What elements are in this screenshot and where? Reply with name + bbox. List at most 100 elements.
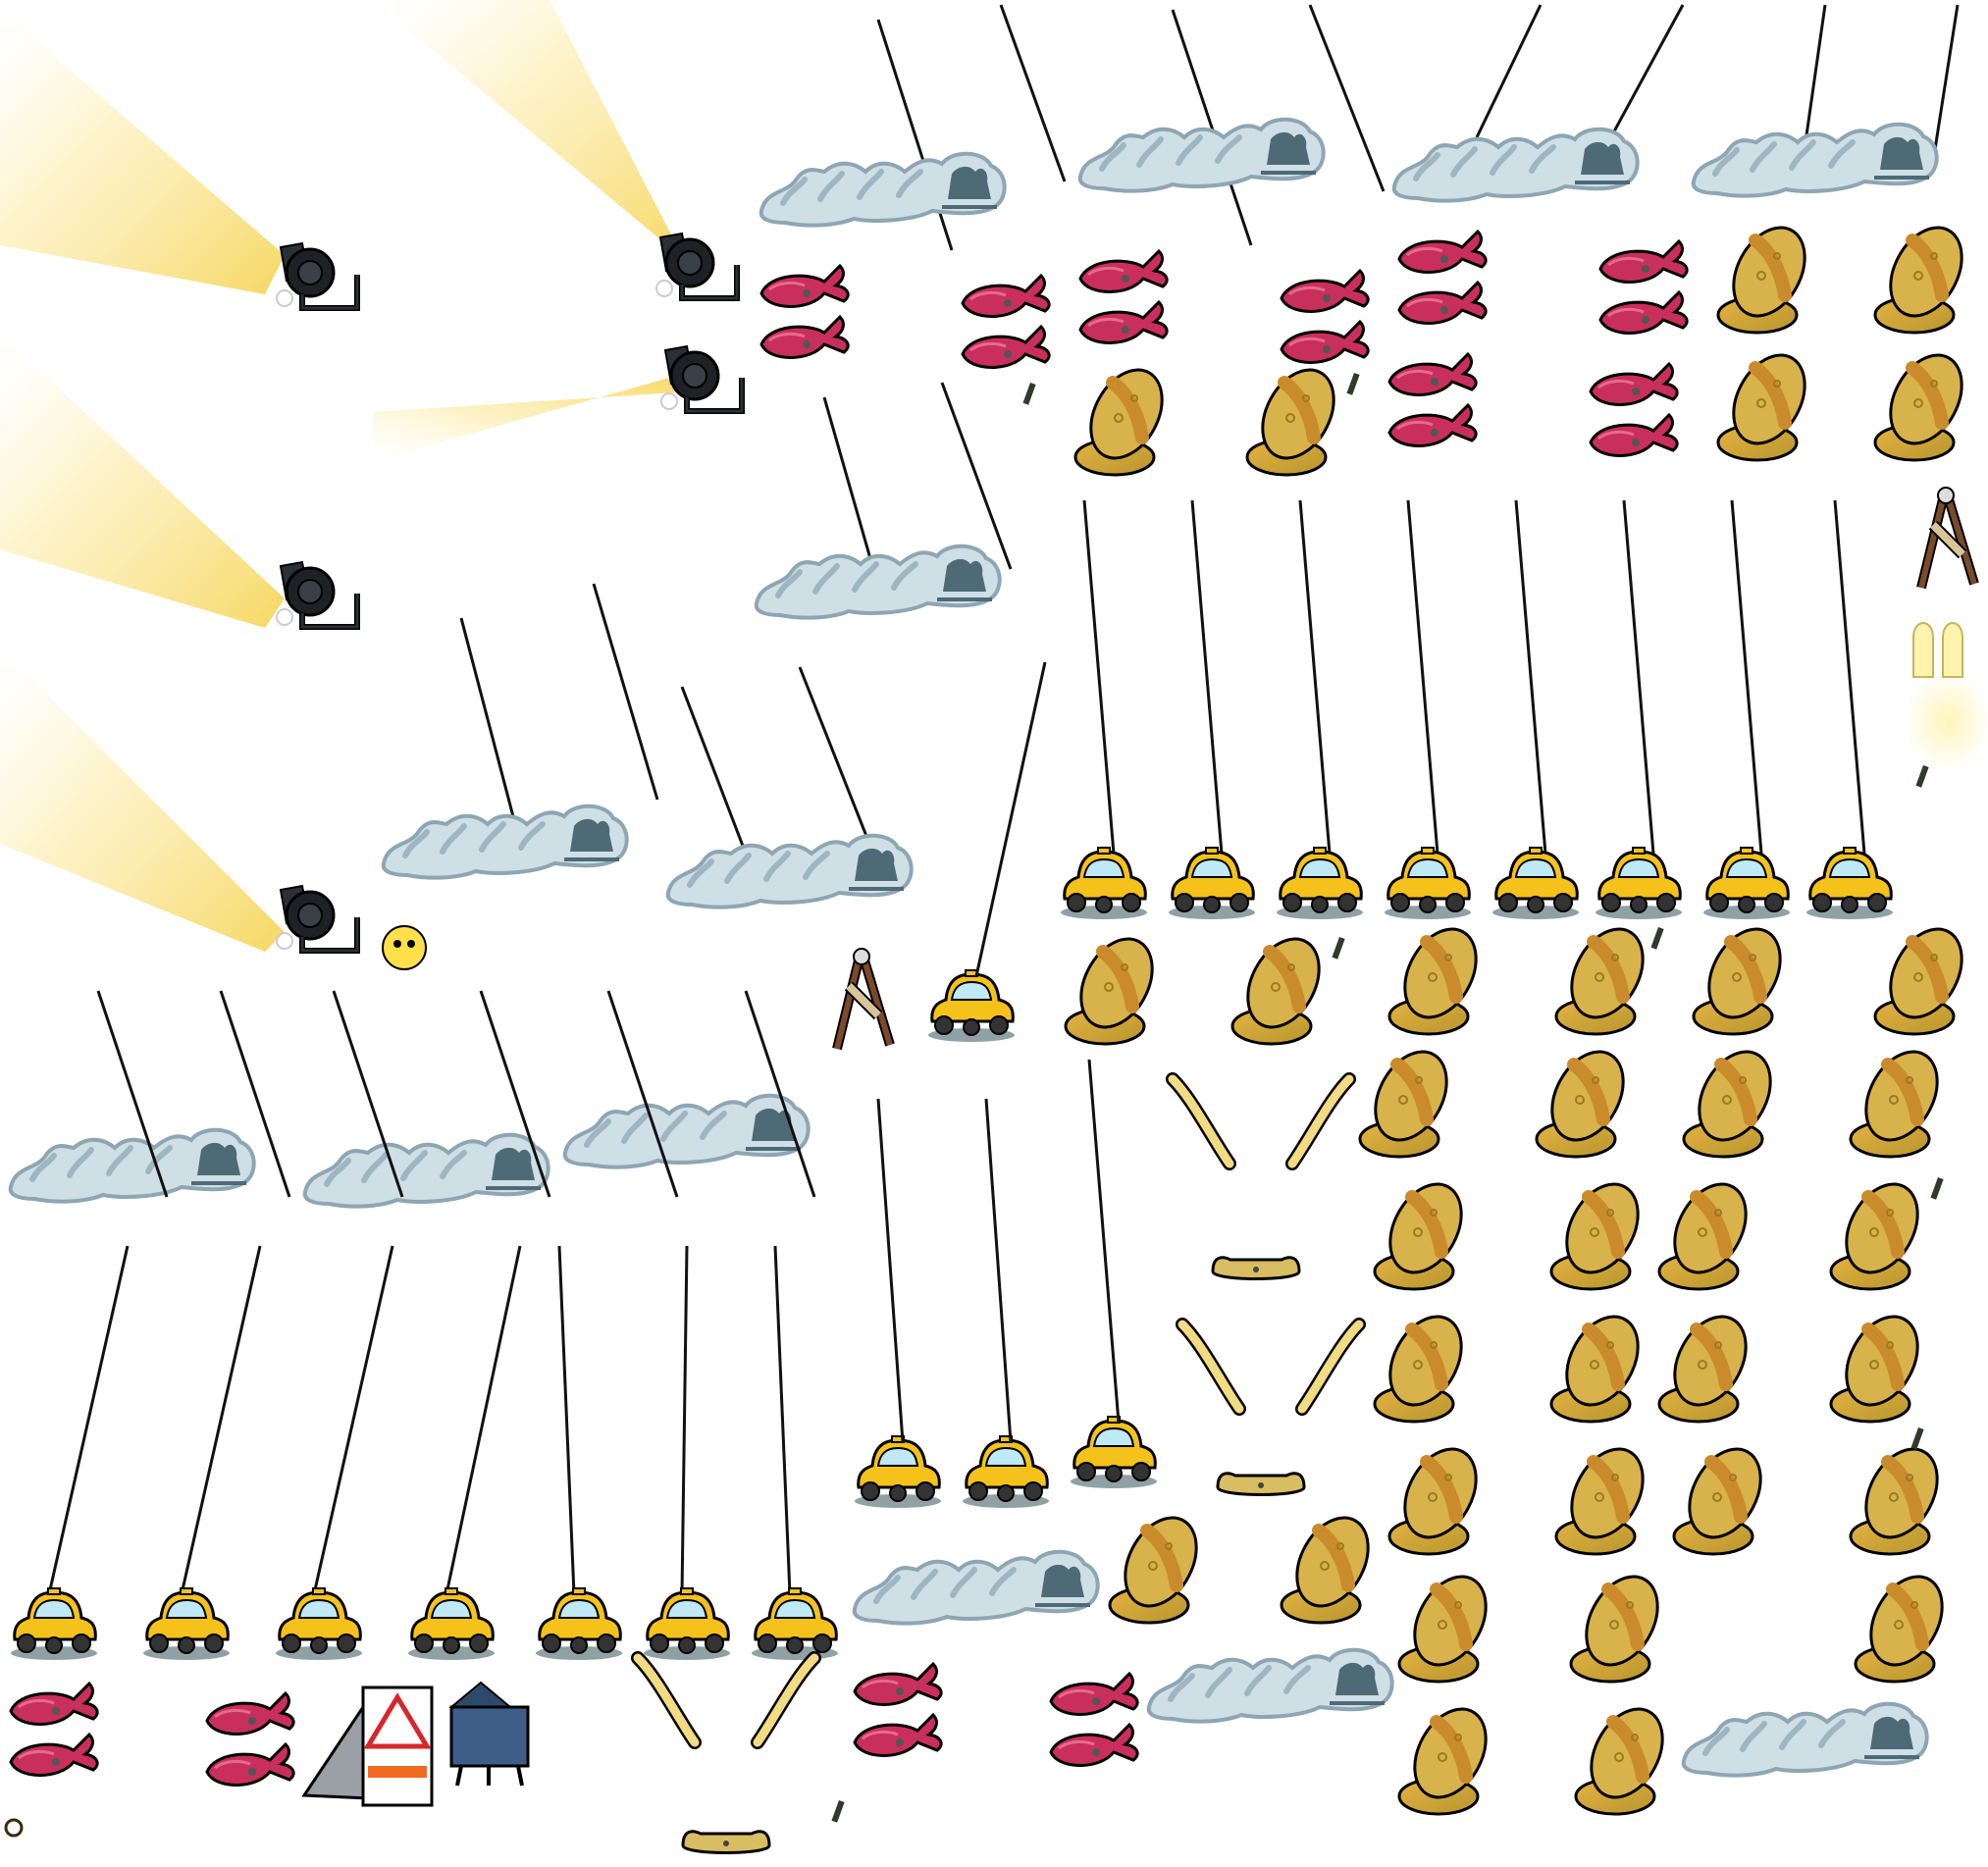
wire-icon [1804,4,1827,143]
ring-icon [4,1818,24,1838]
wire-icon [1171,9,1253,246]
taxi-icon [534,1586,624,1662]
bone-icon [1173,1079,1349,1164]
tray-icon [1216,1472,1306,1496]
fish-icon [1280,269,1370,364]
fish-icon [205,1691,295,1787]
bread-icon [1551,1305,1652,1422]
debris-shard [831,1800,845,1823]
bread-icon [1556,917,1657,1034]
bread-icon [1831,1305,1932,1422]
tray-icon [681,1830,771,1854]
wire-icon [974,661,1047,977]
taxi-icon [1383,846,1473,921]
bread-icon [1399,1697,1500,1814]
stage-spotlight-icon [656,233,737,298]
wire-icon [459,617,517,825]
reindeer-sleigh-icon [757,546,1000,618]
debris-shard [1930,1177,1944,1200]
wire-icon [680,1245,689,1595]
bone-icon [638,1658,814,1742]
bread-icon [1110,1506,1211,1623]
taxi-icon [406,1586,497,1662]
wire-icon [1622,499,1655,855]
wire-icon [1931,4,1960,163]
bread-icon [1360,1040,1461,1157]
easel-icon [1921,488,1974,588]
water-tower-icon [448,1681,530,1787]
spotlight-beam [373,0,687,265]
fish-icon [1589,362,1679,457]
bread-icon [1659,1172,1760,1289]
stage-spotlight-icon [277,562,357,627]
taxi-icon [1701,846,1792,921]
wire-icon [47,1245,130,1595]
bread-icon [1075,358,1177,475]
wire-icon [180,1245,262,1595]
wire-icon [940,382,1013,570]
taxi-icon [853,1434,943,1510]
reindeer-sleigh-icon [1684,1704,1927,1776]
stage-spotlight-icon [277,243,357,308]
wire-icon [773,1245,792,1595]
bread-icon [1875,917,1976,1034]
fish-icon [9,1682,99,1777]
wire-icon [798,666,875,855]
fish-icon [1387,352,1478,447]
taxi-icon [9,1586,99,1662]
bread-icon [1851,1437,1952,1554]
reindeer-sleigh-icon [668,836,912,908]
bread-icon [1537,1040,1638,1157]
reindeer-sleigh-icon [1694,125,1937,196]
puffle-icon [382,925,427,970]
taxi-icon [1594,846,1684,921]
wire-icon [606,990,679,1198]
wire-icon [445,1245,522,1595]
bread-icon [1576,1697,1677,1814]
fish-icon [1397,230,1488,325]
bread-icon [1718,343,1819,460]
reindeer-sleigh-icon [11,1130,254,1202]
debris-shard [1650,926,1664,950]
bread-icon [1659,1305,1760,1422]
wire-icon [592,583,659,801]
spotlight-beam [373,373,687,461]
bread-icon [1066,927,1167,1044]
wire-icon [1082,499,1116,855]
debris-shard [1346,372,1360,395]
stage-spotlight-icon [661,346,742,411]
bread-icon [1282,1506,1383,1623]
bread-icon [1247,358,1348,475]
reindeer-sleigh-icon [305,1135,549,1207]
bread-icon [1389,917,1491,1034]
bread-icon [1674,1437,1775,1554]
reindeer-sleigh-icon [1080,120,1324,191]
wire-icon [984,1098,1013,1443]
debris-shard [1022,382,1036,405]
wire-icon [1308,4,1386,192]
taxi-icon [1069,1415,1159,1490]
easel-icon [837,949,890,1049]
bread-icon [1389,1437,1491,1554]
bread-icon [1856,1565,1957,1682]
fish-icon [1598,239,1689,335]
bread-icon [1831,1172,1932,1289]
wire-icon [1514,499,1547,855]
fish-icon [1049,1672,1139,1767]
fish-icon [961,274,1051,369]
bread-icon [1875,216,1976,333]
bread-icon [1551,1172,1652,1289]
taxi-icon [1491,846,1581,921]
wire-icon [680,686,748,855]
wire-icon [876,1098,905,1443]
debris-shard [1910,1427,1924,1450]
reindeer-sleigh-icon [1149,1650,1392,1722]
taxi-icon [961,1434,1051,1510]
wire-icon [744,990,816,1198]
bone-icon [1182,1324,1359,1409]
taxi-icon [141,1586,232,1662]
wire-icon [312,1245,394,1595]
taxi-icon [1059,846,1149,921]
bread-icon [1232,927,1334,1044]
